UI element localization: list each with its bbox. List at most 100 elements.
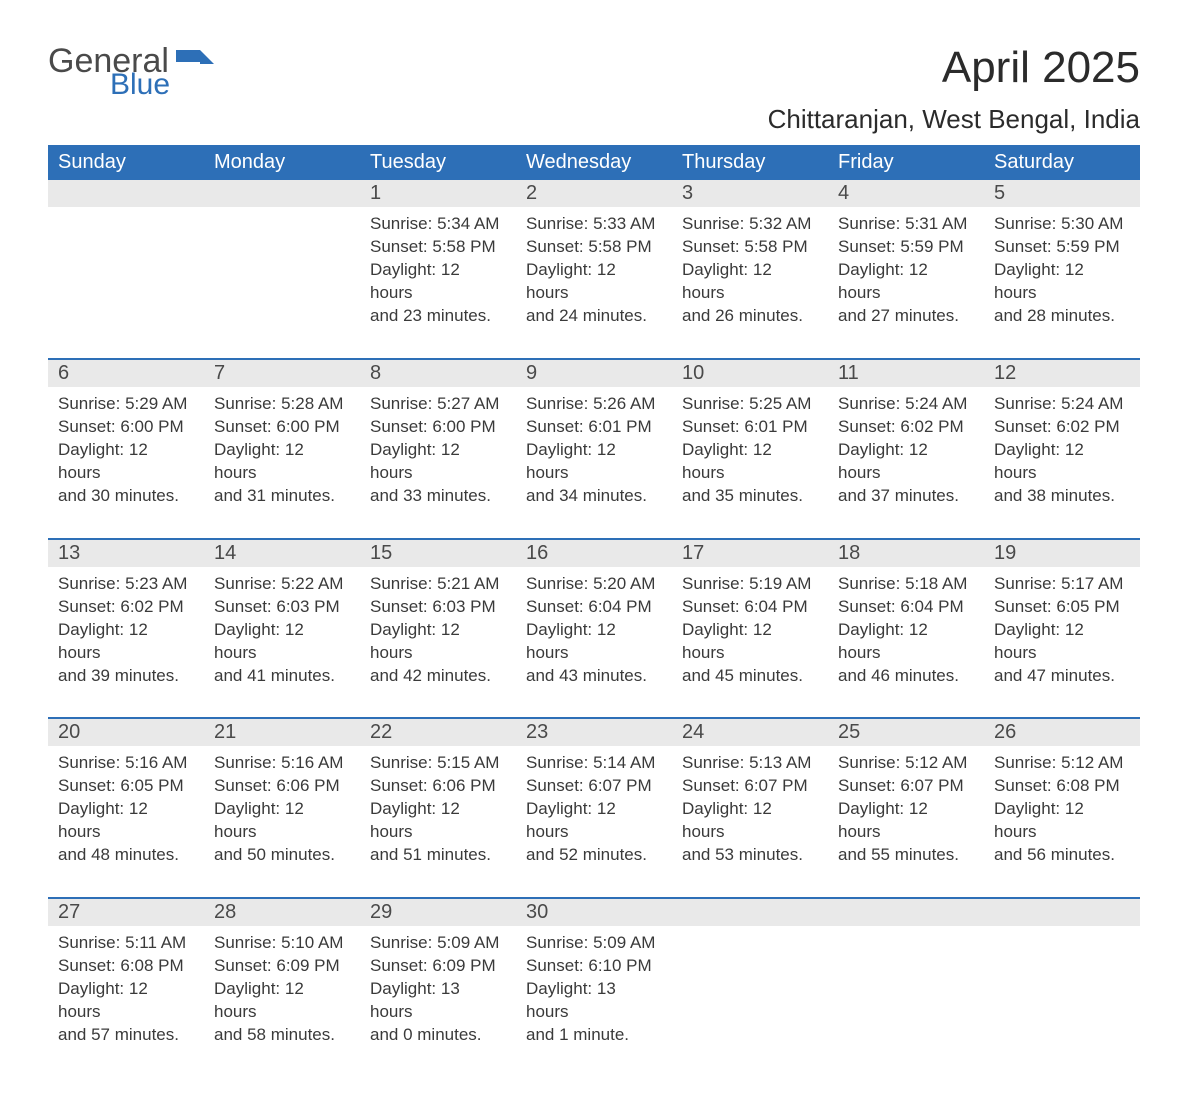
daylight-text-line1: Daylight: 12 hours: [58, 978, 194, 1024]
day-content-cell: Sunrise: 5:16 AMSunset: 6:06 PMDaylight:…: [204, 746, 360, 898]
calendar-page: General Blue April 2025 Chittaranjan, We…: [0, 0, 1188, 1097]
sunrise-text: Sunrise: 5:10 AM: [214, 932, 350, 955]
day-number-cell: 6: [48, 359, 204, 387]
daylight-text-line1: Daylight: 12 hours: [526, 439, 662, 485]
day-number-cell: 2: [516, 180, 672, 207]
day-number-cell: 18: [828, 539, 984, 567]
daylight-text-line1: Daylight: 13 hours: [370, 978, 506, 1024]
daylight-text-line2: and 57 minutes.: [58, 1024, 194, 1047]
day-number-cell: 12: [984, 359, 1140, 387]
sunset-text: Sunset: 6:03 PM: [214, 596, 350, 619]
sunrise-text: Sunrise: 5:16 AM: [214, 752, 350, 775]
sunset-text: Sunset: 5:58 PM: [526, 236, 662, 259]
day-content-cell: Sunrise: 5:22 AMSunset: 6:03 PMDaylight:…: [204, 567, 360, 719]
sunset-text: Sunset: 6:08 PM: [58, 955, 194, 978]
day-number-cell: 10: [672, 359, 828, 387]
header: General Blue April 2025 Chittaranjan, We…: [48, 44, 1140, 135]
daylight-text-line1: Daylight: 12 hours: [994, 259, 1130, 305]
sunset-text: Sunset: 6:02 PM: [994, 416, 1130, 439]
day-number-cell: 21: [204, 718, 360, 746]
sunset-text: Sunset: 6:07 PM: [526, 775, 662, 798]
day-number-row: 13141516171819: [48, 539, 1140, 567]
daylight-text-line1: Daylight: 12 hours: [994, 439, 1130, 485]
day-content-row: Sunrise: 5:29 AMSunset: 6:00 PMDaylight:…: [48, 387, 1140, 539]
sunset-text: Sunset: 5:58 PM: [682, 236, 818, 259]
sunset-text: Sunset: 6:00 PM: [58, 416, 194, 439]
day-number-cell: [204, 180, 360, 207]
daylight-text-line2: and 43 minutes.: [526, 665, 662, 688]
sunrise-text: Sunrise: 5:29 AM: [58, 393, 194, 416]
logo-word-blue: Blue: [110, 70, 170, 100]
daylight-text-line2: and 37 minutes.: [838, 485, 974, 508]
day-content-cell: Sunrise: 5:32 AMSunset: 5:58 PMDaylight:…: [672, 207, 828, 359]
day-content-cell: Sunrise: 5:14 AMSunset: 6:07 PMDaylight:…: [516, 746, 672, 898]
sunset-text: Sunset: 6:00 PM: [370, 416, 506, 439]
sunset-text: Sunset: 6:01 PM: [526, 416, 662, 439]
day-number-cell: 29: [360, 898, 516, 926]
daylight-text-line2: and 48 minutes.: [58, 844, 194, 867]
day-content-cell: Sunrise: 5:24 AMSunset: 6:02 PMDaylight:…: [984, 387, 1140, 539]
sunset-text: Sunset: 6:04 PM: [682, 596, 818, 619]
daylight-text-line1: Daylight: 12 hours: [370, 439, 506, 485]
daylight-text-line1: Daylight: 12 hours: [58, 619, 194, 665]
sunrise-text: Sunrise: 5:15 AM: [370, 752, 506, 775]
daylight-text-line1: Daylight: 12 hours: [838, 619, 974, 665]
weekday-header: Tuesday: [360, 145, 516, 180]
daylight-text-line2: and 52 minutes.: [526, 844, 662, 867]
sunrise-text: Sunrise: 5:21 AM: [370, 573, 506, 596]
daylight-text-line1: Daylight: 12 hours: [58, 439, 194, 485]
day-number-cell: 23: [516, 718, 672, 746]
day-number-cell: 4: [828, 180, 984, 207]
day-number-cell: [672, 898, 828, 926]
day-content-cell: Sunrise: 5:21 AMSunset: 6:03 PMDaylight:…: [360, 567, 516, 719]
weekday-header-row: Sunday Monday Tuesday Wednesday Thursday…: [48, 145, 1140, 180]
day-content-cell: Sunrise: 5:28 AMSunset: 6:00 PMDaylight:…: [204, 387, 360, 539]
daylight-text-line1: Daylight: 12 hours: [370, 619, 506, 665]
sunset-text: Sunset: 6:10 PM: [526, 955, 662, 978]
day-content-cell: Sunrise: 5:25 AMSunset: 6:01 PMDaylight:…: [672, 387, 828, 539]
day-content-cell: [828, 926, 984, 1077]
sunrise-text: Sunrise: 5:19 AM: [682, 573, 818, 596]
day-number-cell: 11: [828, 359, 984, 387]
daylight-text-line1: Daylight: 13 hours: [526, 978, 662, 1024]
daylight-text-line2: and 55 minutes.: [838, 844, 974, 867]
day-content-cell: Sunrise: 5:12 AMSunset: 6:07 PMDaylight:…: [828, 746, 984, 898]
day-content-cell: Sunrise: 5:18 AMSunset: 6:04 PMDaylight:…: [828, 567, 984, 719]
day-number-cell: 13: [48, 539, 204, 567]
sunrise-text: Sunrise: 5:26 AM: [526, 393, 662, 416]
daylight-text-line1: Daylight: 12 hours: [682, 619, 818, 665]
day-content-cell: Sunrise: 5:27 AMSunset: 6:00 PMDaylight:…: [360, 387, 516, 539]
sunrise-text: Sunrise: 5:13 AM: [682, 752, 818, 775]
daylight-text-line2: and 51 minutes.: [370, 844, 506, 867]
sunrise-text: Sunrise: 5:14 AM: [526, 752, 662, 775]
daylight-text-line2: and 24 minutes.: [526, 305, 662, 328]
daylight-text-line2: and 35 minutes.: [682, 485, 818, 508]
daylight-text-line2: and 26 minutes.: [682, 305, 818, 328]
weekday-header: Monday: [204, 145, 360, 180]
daylight-text-line1: Daylight: 12 hours: [838, 798, 974, 844]
sunset-text: Sunset: 6:06 PM: [214, 775, 350, 798]
sunrise-text: Sunrise: 5:24 AM: [838, 393, 974, 416]
daylight-text-line1: Daylight: 12 hours: [214, 619, 350, 665]
sunrise-text: Sunrise: 5:25 AM: [682, 393, 818, 416]
sunset-text: Sunset: 6:04 PM: [526, 596, 662, 619]
sunset-text: Sunset: 6:01 PM: [682, 416, 818, 439]
sunset-text: Sunset: 5:59 PM: [838, 236, 974, 259]
day-number-cell: 19: [984, 539, 1140, 567]
daylight-text-line1: Daylight: 12 hours: [214, 978, 350, 1024]
day-number-cell: 17: [672, 539, 828, 567]
daylight-text-line2: and 38 minutes.: [994, 485, 1130, 508]
daylight-text-line2: and 39 minutes.: [58, 665, 194, 688]
daylight-text-line1: Daylight: 12 hours: [838, 439, 974, 485]
daylight-text-line2: and 41 minutes.: [214, 665, 350, 688]
flag-icon: [176, 50, 214, 83]
day-content-cell: [48, 207, 204, 359]
day-number-cell: 25: [828, 718, 984, 746]
daylight-text-line2: and 50 minutes.: [214, 844, 350, 867]
day-number-cell: 20: [48, 718, 204, 746]
day-number-cell: 22: [360, 718, 516, 746]
daylight-text-line2: and 27 minutes.: [838, 305, 974, 328]
sunrise-text: Sunrise: 5:18 AM: [838, 573, 974, 596]
sunrise-text: Sunrise: 5:33 AM: [526, 213, 662, 236]
daylight-text-line1: Daylight: 12 hours: [994, 619, 1130, 665]
